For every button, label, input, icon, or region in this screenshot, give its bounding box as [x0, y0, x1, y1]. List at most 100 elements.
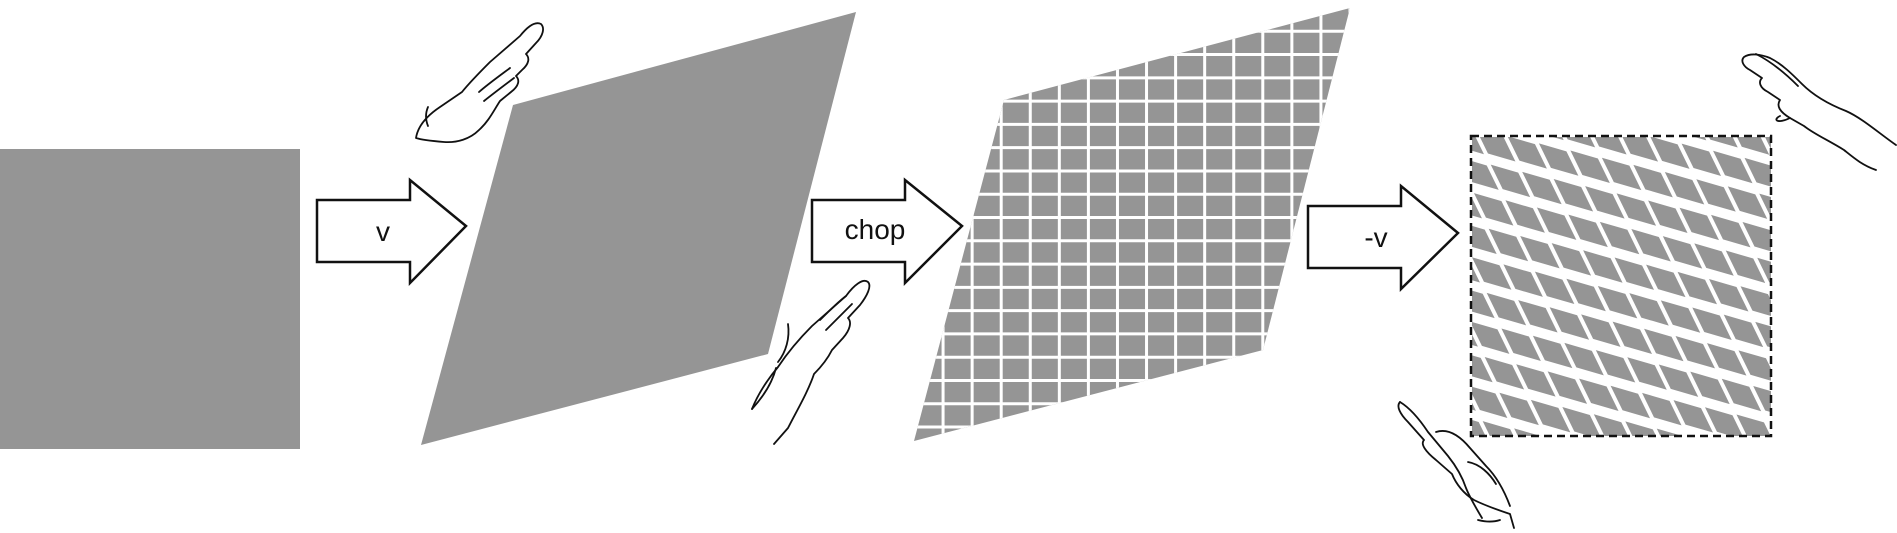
rearranged-piece	[1484, 357, 1525, 390]
rearranged-piece	[1403, 435, 1442, 467]
rearranged-piece	[1564, 342, 1604, 376]
rearranged-piece	[1355, 457, 1394, 489]
rearranged-piece	[1774, 229, 1813, 261]
rearranged-piece	[1601, 157, 1642, 191]
rearranged-piece	[1325, 385, 1364, 417]
rearranged-piece	[1538, 143, 1579, 176]
rearranged-piece	[1501, 328, 1541, 362]
rearranged-piece	[1514, 428, 1541, 436]
rearranged-piece	[1577, 443, 1616, 475]
rearranged-piece	[1609, 450, 1648, 482]
rearranged-piece	[1296, 314, 1335, 346]
rearranged-piece	[1614, 257, 1655, 290]
rearranged-piece	[1694, 243, 1734, 276]
rearranged-piece	[1407, 307, 1446, 339]
rearranged-piece	[1592, 478, 1631, 510]
rearranged-piece	[1638, 521, 1677, 533]
rearranged-piece	[1670, 528, 1709, 533]
rearranged-piece	[1585, 186, 1625, 219]
rearranged-piece	[1727, 186, 1768, 219]
rearranged-piece	[1424, 279, 1463, 311]
rearranged-piece	[1604, 94, 1643, 126]
rearranged-piece	[1472, 198, 1482, 219]
rearranged-piece	[1428, 150, 1467, 182]
rearranged-piece	[1551, 243, 1592, 276]
rearranged-piece	[1694, 137, 1707, 141]
rearranged-piece	[1262, 371, 1301, 403]
rearranged-piece	[1482, 421, 1514, 436]
rearranged-piece	[1359, 328, 1398, 360]
rearranged-piece	[1472, 257, 1512, 290]
rearranged-piece	[1495, 521, 1534, 533]
rearranged-piece	[1505, 200, 1545, 233]
rearranged-piece	[1418, 471, 1457, 503]
rearranged-piece	[1805, 236, 1844, 268]
hand-icon	[1741, 53, 1897, 171]
rearranged-piece	[1472, 161, 1499, 190]
rearranged-piece	[1472, 290, 1495, 319]
rearranged-piece	[1338, 485, 1377, 517]
rearranged-piece	[1764, 137, 1771, 150]
rearranged-piece	[1562, 407, 1601, 436]
rearranged-piece	[1229, 428, 1268, 460]
rearranged-piece	[1755, 321, 1771, 348]
rearranged-piece	[1547, 371, 1588, 404]
arrow-label-chop: chop	[845, 214, 906, 245]
rearranged-piece	[1656, 428, 1683, 436]
rearranged-piece	[1709, 137, 1738, 148]
rearranged-piece	[1307, 478, 1346, 510]
rearranged-piece	[1655, 493, 1694, 525]
rearranged-piece	[1740, 286, 1771, 317]
rearranged-piece	[1757, 257, 1771, 283]
rearranged-piece	[1323, 449, 1362, 481]
rearranged-piece	[1541, 79, 1580, 111]
rearranged-piece	[1246, 399, 1285, 431]
rearranged-piece	[1313, 286, 1352, 318]
rearranged-piece	[1583, 250, 1623, 283]
rearranged-piece	[1390, 336, 1429, 368]
rearranged-piece	[1820, 272, 1859, 304]
rearranged-piece	[1520, 235, 1560, 269]
rearranged-piece	[1503, 264, 1543, 297]
rearranged-piece	[1472, 402, 1476, 411]
rearranged-piece	[1822, 208, 1861, 240]
rearranged-piece	[1856, 151, 1895, 183]
rearranged-piece	[1633, 164, 1673, 198]
rearranged-piece	[1486, 292, 1527, 326]
rearranged-piece	[1490, 164, 1531, 198]
rearranged-piece	[1622, 137, 1659, 162]
rearranged-piece	[1692, 307, 1732, 340]
rearranged-piece	[1675, 335, 1715, 369]
rearranged-piece	[1607, 514, 1646, 533]
rearranged-piece	[1753, 385, 1771, 413]
rearranged-piece	[1327, 321, 1366, 353]
rearranged-piece	[1292, 442, 1331, 474]
rearranged-piece	[1566, 278, 1606, 312]
rearranged-piece	[1244, 464, 1283, 496]
rearranged-piece	[1518, 300, 1558, 333]
rearranged-piece	[1658, 364, 1699, 397]
rearranged-piece	[1401, 499, 1440, 531]
rearranged-piece	[1472, 137, 1484, 155]
rearranged-piece	[1789, 265, 1828, 297]
arrow-label-v: v	[376, 216, 390, 247]
rearranged-piece	[1413, 115, 1452, 147]
rearranged-piece	[1688, 435, 1690, 436]
rearranged-piece	[1631, 229, 1671, 262]
rearranged-piece	[1738, 350, 1771, 381]
rearranged-piece	[1344, 293, 1383, 325]
rearranged-piece	[1677, 271, 1717, 305]
rearranged-piece	[1369, 492, 1408, 524]
rearranged-piece	[1516, 364, 1556, 397]
rearranged-piece	[1357, 392, 1396, 424]
rearranged-piece	[1690, 371, 1730, 405]
rearranged-piece	[1650, 137, 1690, 169]
rearranged-piece	[1430, 86, 1469, 118]
rearranged-piece	[1772, 293, 1811, 325]
rearranged-piece	[1549, 307, 1590, 340]
rearranged-piece	[1497, 457, 1536, 489]
rearranged-piece	[1696, 179, 1736, 212]
rearranged-piece	[1529, 464, 1568, 496]
original-square	[0, 149, 300, 449]
rearranged-piece	[1472, 225, 1497, 255]
